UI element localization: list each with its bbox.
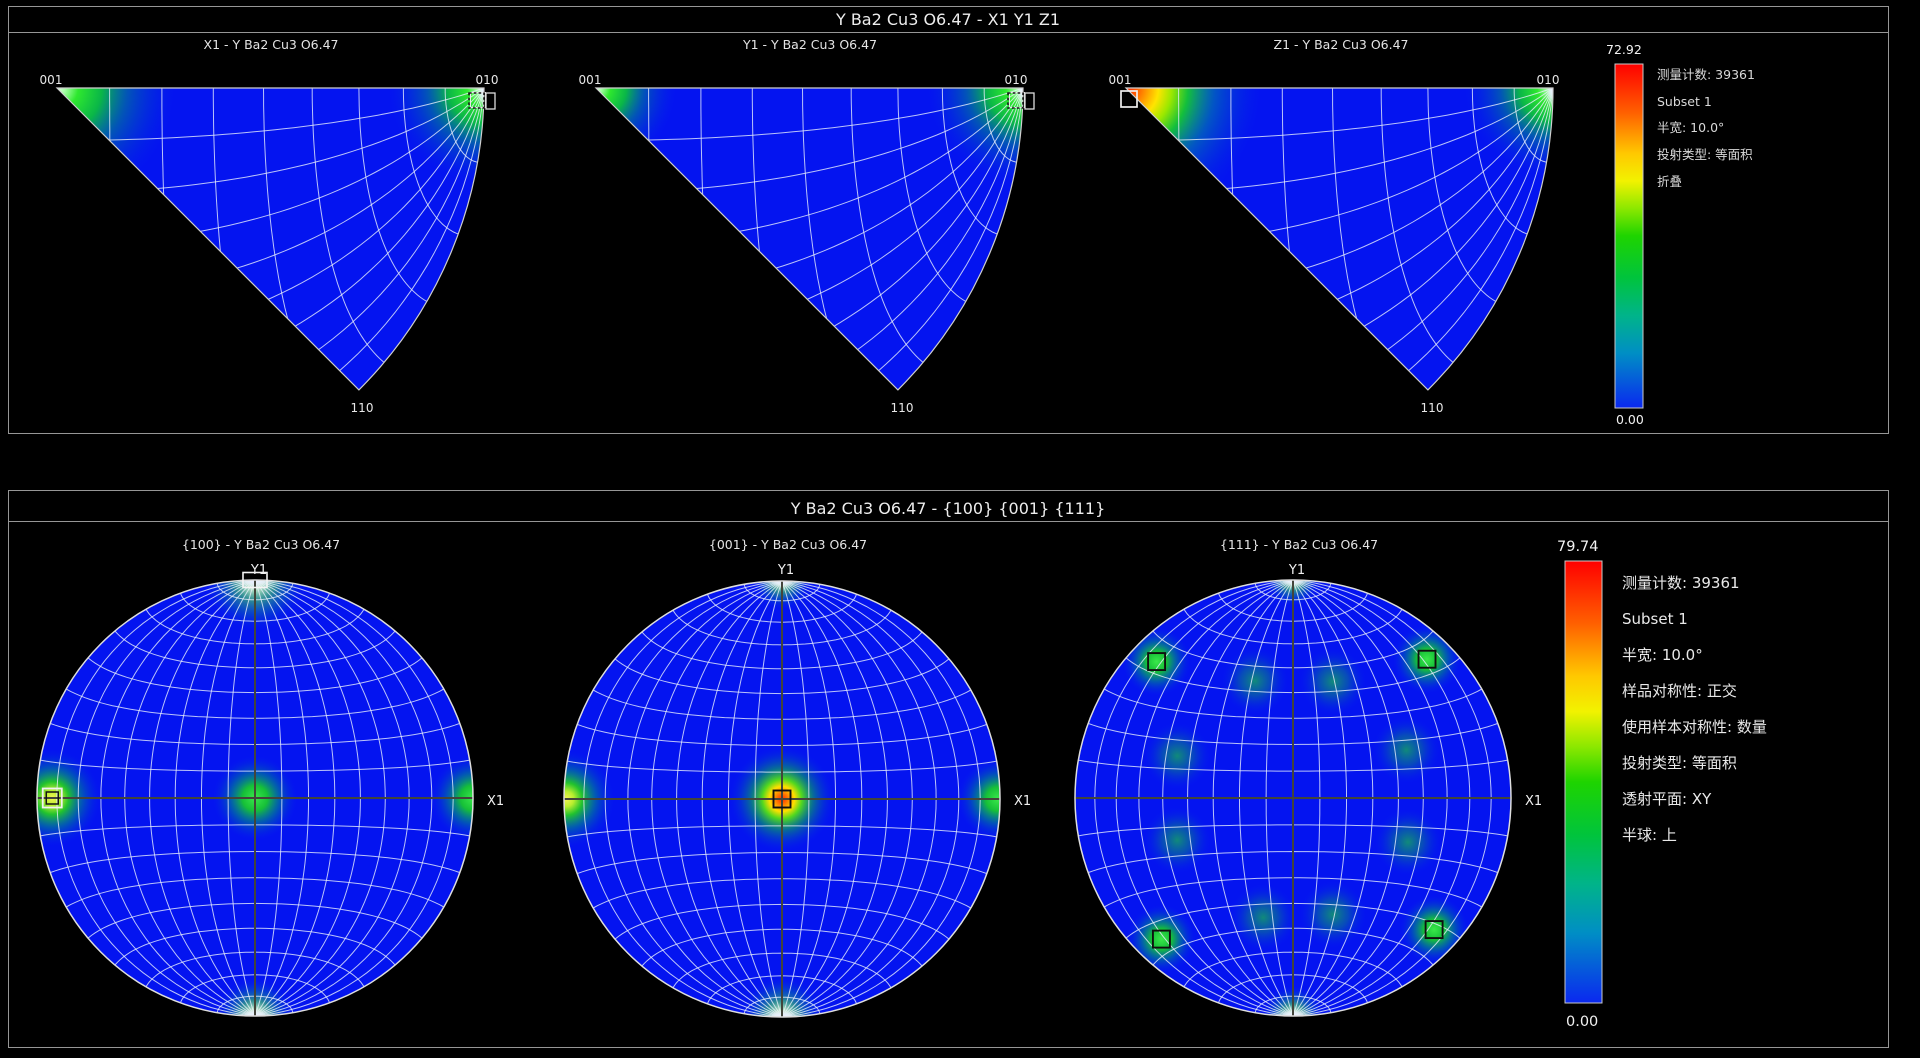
pf-001-plot [563, 580, 1001, 1018]
bottom-legend-line-3: 样品对称性: 正交 [1622, 682, 1737, 700]
pf-111-hotspot [1144, 807, 1211, 874]
top-panel-title: Y Ba2 Cu3 O6.47 - X1 Y1 Z1 [835, 10, 1060, 29]
pf-111-hotspot [1144, 722, 1211, 789]
pf-111-hotspot [1375, 809, 1441, 876]
ipf-y1-hotspot-010 [928, 88, 1023, 183]
ipf-y1-outline [594, 87, 1024, 391]
pf-100-axis-x1: X1 [487, 794, 504, 809]
top-panel-frame [8, 6, 1889, 434]
pf-111-hotspot [1300, 648, 1367, 715]
pf-111-hotspot [1300, 881, 1367, 948]
top-legend-line-4: 折叠 [1657, 174, 1682, 189]
plots-layer [36, 87, 1554, 1018]
pf-111-field [1075, 580, 1511, 1016]
pf-111-hotspot [1400, 895, 1469, 964]
ipf-z1-subtitle: Z1 - Y Ba2 Cu3 O6.47 [1274, 37, 1409, 52]
pf-100-plot [36, 571, 474, 1017]
pf-111-axis-x1: X1 [1525, 794, 1542, 809]
top-legend-line-3: 投射类型: 等面积 [1657, 147, 1753, 162]
pf-111-hotspot [1122, 627, 1191, 696]
ipf-z1-hotspot-010 [1465, 88, 1553, 176]
ipf-z1-hotspot-001 [1126, 88, 1261, 223]
pf-111-subtitle: {111} - Y Ba2 Cu3 O6.47 [1220, 537, 1378, 552]
pf-001-axis-y1: Y1 [777, 563, 794, 578]
bottom-legend-line-4: 使用样本对称性: 数量 [1622, 718, 1767, 736]
pf-111-hotspot [1230, 884, 1297, 951]
bottom-legend-line-1: Subset 1 [1622, 610, 1688, 628]
ipf-x1-corner-110: 110 [351, 401, 374, 415]
bottom-legend-line-6: 透射平面: XY [1622, 790, 1712, 808]
pf-111-hotspot [1127, 905, 1196, 974]
ipf-z1-corner-001: 001 [1109, 73, 1132, 87]
ipf-z1-plot [1120, 87, 1554, 391]
pf-001-field [564, 581, 1000, 1017]
top-legend-line-0: 测量计数: 39361 [1657, 67, 1755, 82]
top-scale-max: 72.92 [1606, 42, 1642, 57]
bottom-scale-min: 0.00 [1566, 1014, 1598, 1030]
ipf-y1-subtitle: Y1 - Y Ba2 Cu3 O6.47 [742, 37, 877, 52]
top-color-scale-bar [1614, 63, 1644, 409]
ipf-x1-subtitle: X1 - Y Ba2 Cu3 O6.47 [204, 37, 339, 52]
pf-100-hotspot [205, 580, 305, 630]
ipf-y1-corner-010: 010 [1005, 73, 1028, 87]
pf-111-hotspot [1393, 625, 1461, 694]
pf-001-rim [563, 580, 1001, 1018]
bottom-legend-line-5: 投射类型: 等面积 [1622, 754, 1737, 772]
ipf-y1-field [596, 88, 1023, 390]
top-legend-line-1: Subset 1 [1657, 94, 1712, 109]
ipf-z1-outline [1124, 87, 1554, 391]
pf-111-hotspot [1221, 647, 1288, 714]
ipf-x1-corner-001: 001 [40, 73, 63, 87]
bottom-panel-title: Y Ba2 Cu3 O6.47 - {100} {001} {111} [790, 499, 1106, 518]
ipf-y1-corner-110: 110 [891, 401, 914, 415]
bottom-legend-line-7: 半球: 上 [1622, 826, 1677, 844]
ipf-z1-corner-110: 110 [1421, 401, 1444, 415]
ipf-z1-corner-010: 010 [1537, 73, 1560, 87]
pf-111-axis-y1: Y1 [1288, 563, 1305, 578]
bottom-color-scale-bar [1564, 560, 1603, 1004]
bottom-scale-max: 79.74 [1557, 539, 1599, 555]
pf-100-axis-y1: Y1 [250, 563, 267, 578]
pf-111-hotspot [1373, 716, 1440, 783]
pf-111-plot [1074, 579, 1512, 1017]
bottom-panel-frame [8, 490, 1889, 1048]
ipf-y1-plot [594, 87, 1035, 391]
pf-100-field [37, 580, 473, 1016]
bottom-legend-line-2: 半宽: 10.0° [1622, 646, 1703, 664]
pf-001-axis-x1: X1 [1014, 794, 1031, 809]
top-legend-line-2: 半宽: 10.0° [1657, 120, 1724, 135]
ipf-x1-corner-010: 010 [476, 73, 499, 87]
ipf-y1-corner-001: 001 [579, 73, 602, 87]
bottom-legend-line-0: 测量计数: 39361 [1622, 574, 1740, 592]
pf-111-rim [1074, 579, 1512, 1017]
top-scale-min: 0.00 [1616, 412, 1644, 427]
pf-100-subtitle: {100} - Y Ba2 Cu3 O6.47 [182, 537, 340, 552]
ipf-x1-hotspot-010 [389, 88, 484, 183]
pf-001-subtitle: {001} - Y Ba2 Cu3 O6.47 [709, 537, 867, 552]
ipf-x1-outline [55, 87, 485, 391]
pf-100-rim [36, 579, 474, 1017]
